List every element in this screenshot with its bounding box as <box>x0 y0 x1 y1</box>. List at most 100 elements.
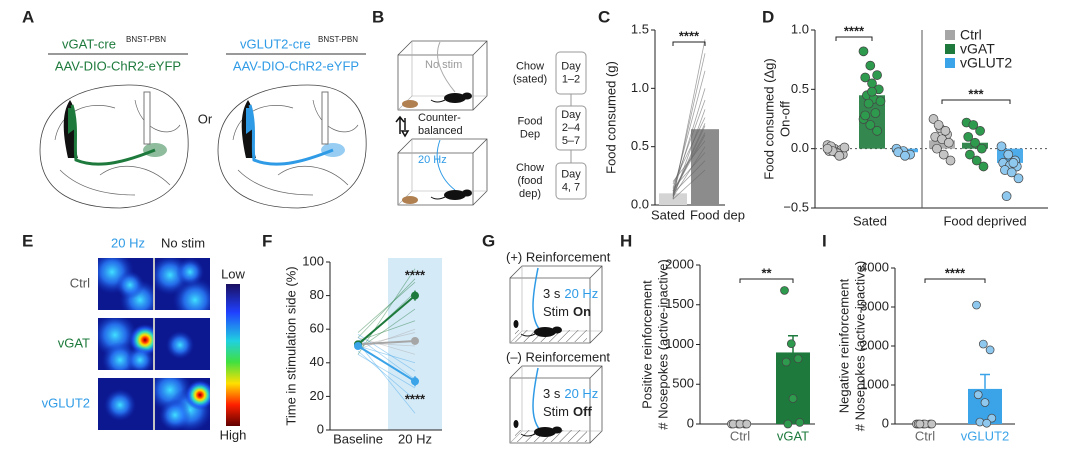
projection <box>248 104 334 166</box>
counterbalanced: Counter- <box>418 112 461 124</box>
stim-state: Stim Off <box>543 404 592 419</box>
y-tick-label: 2000 <box>665 256 694 271</box>
significance-bracket <box>739 278 794 283</box>
heatmap-blobs <box>155 378 210 430</box>
y-tick-label: 0 <box>687 415 694 430</box>
schedule-condition: Food <box>517 115 542 127</box>
data-point <box>978 161 989 172</box>
legend-label: Ctrl <box>960 27 982 43</box>
chamber <box>397 138 488 206</box>
data-point <box>1008 158 1019 168</box>
data-point <box>965 149 975 160</box>
heat-blob <box>173 278 210 310</box>
panel-letter: D <box>762 7 774 26</box>
data-point <box>872 126 882 136</box>
data-point <box>870 108 881 118</box>
construct-superscript: BNST-PBN <box>126 35 166 44</box>
chamber-back <box>397 41 487 111</box>
mean-point <box>411 377 419 386</box>
tether <box>437 41 456 93</box>
nosepoke <box>513 420 519 428</box>
row-label: vGAT <box>58 335 90 350</box>
data-point <box>872 70 882 80</box>
construct-title: vGLUT2-cre <box>240 36 311 51</box>
y-axis-label: # Nosepokes (active-inactive) <box>852 261 867 432</box>
y-axis-label: # Nosepokes (active-inactive) <box>655 259 670 430</box>
schedule-days: 1–2 <box>562 73 580 85</box>
construct-title: vGAT-cre <box>62 36 116 51</box>
y-axis-label: Time in stimulation side (%) <box>283 266 298 425</box>
data-point <box>1013 173 1024 184</box>
data-point <box>742 419 752 429</box>
panel-letter: A <box>22 7 34 26</box>
mouse-head <box>552 426 562 434</box>
state: On <box>573 304 591 319</box>
data-point <box>940 126 951 136</box>
mouse-tail <box>520 333 536 337</box>
data-point <box>945 155 956 166</box>
individual-line <box>357 342 416 414</box>
data-point <box>915 419 925 429</box>
data-point <box>839 142 850 153</box>
y-tick-label: 0.5 <box>791 81 809 96</box>
data-point <box>963 131 974 142</box>
y-tick-label: 60 <box>310 321 324 336</box>
data-point <box>781 357 791 367</box>
heatmap-blobs <box>166 331 194 359</box>
mouse-body <box>444 93 466 103</box>
data-point <box>834 150 845 161</box>
mean-point <box>411 291 419 300</box>
or-text: Or <box>198 111 213 126</box>
x-tick-label: Baseline <box>333 431 383 446</box>
stim-timing: 3 s 20 Hz <box>543 286 598 301</box>
significance-bracket <box>924 278 986 283</box>
arrows <box>395 115 410 138</box>
chamber <box>509 265 603 344</box>
column-label: No stim <box>161 235 205 250</box>
panel-letter: F <box>262 231 272 250</box>
optic-fiber <box>143 91 151 145</box>
heat-blob <box>116 271 144 299</box>
mouse-head <box>462 92 472 100</box>
schedule-days: 2–4 <box>562 122 580 134</box>
mouse-tail <box>430 99 446 103</box>
legend-swatch <box>945 30 955 40</box>
virus: AAV-DIO-ChR2-eYFP <box>233 58 359 73</box>
error-bar <box>980 373 990 389</box>
data-point <box>978 339 988 349</box>
y-tick-label: 0 <box>882 415 889 430</box>
data-point <box>976 143 987 154</box>
individual-line <box>357 350 416 401</box>
heatmap-blobs <box>155 258 210 310</box>
schedule-box <box>555 162 587 200</box>
schedule-condition: (food <box>517 175 542 187</box>
panel-letter: E <box>22 231 33 250</box>
mouse-body <box>534 327 556 337</box>
significance-bracket <box>672 41 706 46</box>
data-point <box>865 120 876 130</box>
legend-swatch <box>945 58 955 68</box>
x-tick-label: vGAT <box>777 428 809 443</box>
significance: ** <box>761 265 772 280</box>
mouse-tail <box>430 196 446 200</box>
heatmap-blobs <box>104 389 136 421</box>
paired-line <box>672 146 706 198</box>
data-point <box>975 126 985 136</box>
y-tick-label: −0.5 <box>783 199 809 214</box>
heatmap-blobs <box>98 258 153 310</box>
heat-blob <box>185 380 210 410</box>
construct-superscript: BNST-PBN <box>318 35 358 44</box>
schedule-condition: (sated) <box>513 73 547 85</box>
legend-label: vGLUT2 <box>960 55 1012 71</box>
individual-line <box>357 320 416 342</box>
individual-line <box>357 354 416 389</box>
y-tick-label: 2000 <box>860 337 889 352</box>
data-point <box>980 398 990 407</box>
virus: AAV-DIO-ChR2-eYFP <box>55 58 181 73</box>
x-tick-label: Food dep <box>690 207 745 222</box>
y-tick-label: 1.5 <box>631 21 649 36</box>
data-point <box>863 98 874 109</box>
panel-letter: B <box>372 7 384 26</box>
x-tick-label: Ctrl <box>915 428 935 443</box>
